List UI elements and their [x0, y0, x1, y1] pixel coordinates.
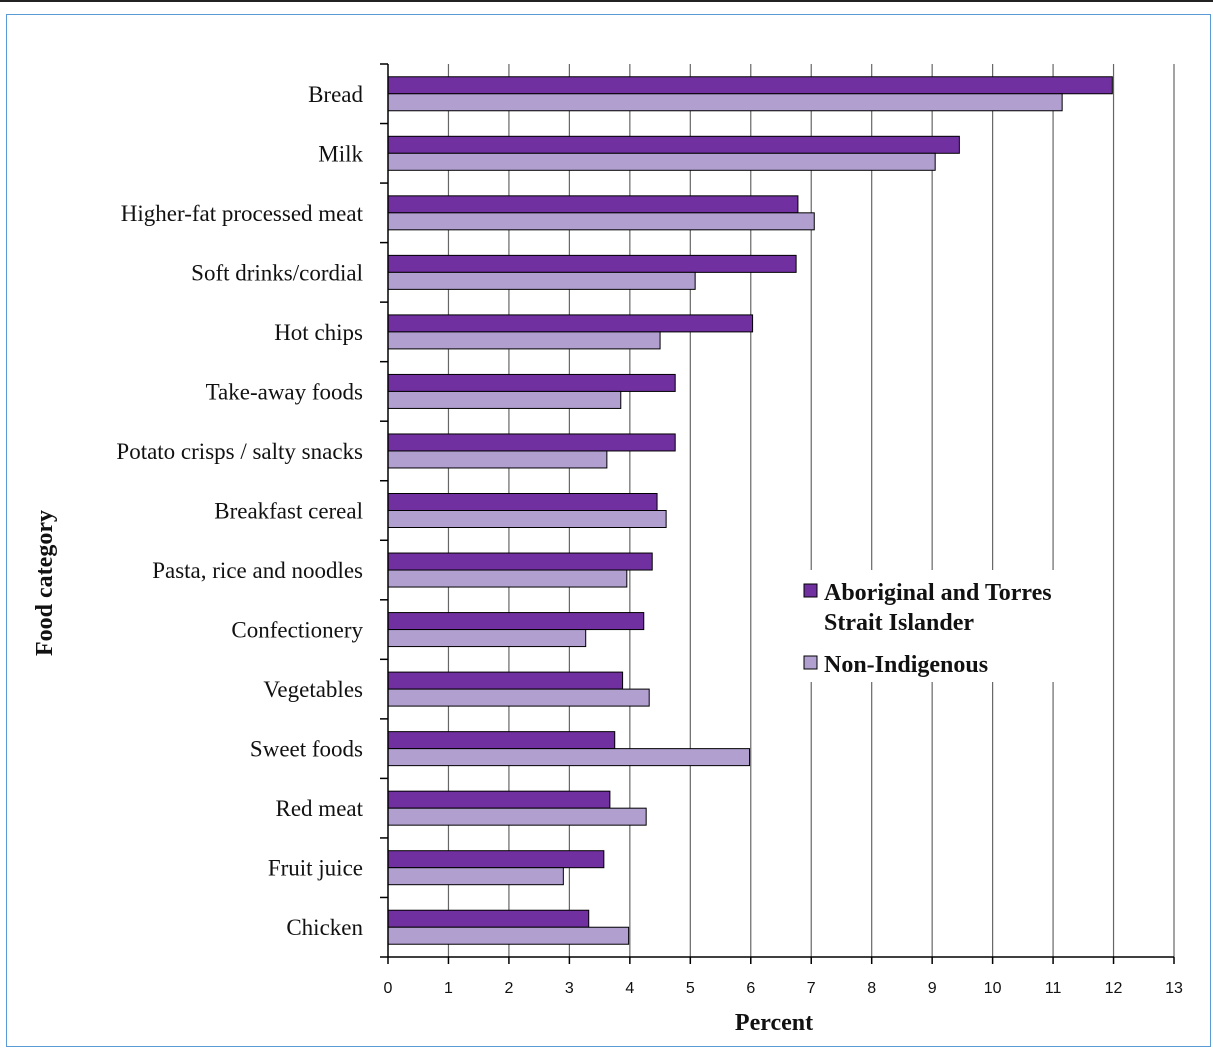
bar-aboriginal — [387, 195, 799, 214]
bar-aboriginal — [387, 314, 754, 333]
x-tick-label: 1 — [444, 980, 453, 997]
bar-aboriginal — [387, 552, 653, 571]
x-tick-label: 12 — [1105, 980, 1123, 997]
x-tick-label: 2 — [504, 980, 513, 997]
category-label: Soft drinks/cordial — [191, 260, 363, 285]
bar-non-indigenous — [387, 629, 587, 648]
legend-label-non-indigenous: Non-Indigenous — [824, 652, 988, 678]
category-labels: Bread Milk Higher-fat processed meat Soft d… — [116, 82, 363, 940]
bars — [387, 76, 1113, 945]
legend-background — [792, 570, 1102, 682]
category-label: Bread — [308, 82, 363, 107]
x-tick-label: 3 — [565, 980, 574, 997]
bar-aboriginal — [387, 850, 605, 869]
bar-non-indigenous — [387, 807, 647, 826]
bar-non-indigenous — [387, 748, 751, 767]
bar-aboriginal — [387, 790, 611, 809]
bar-aboriginal — [387, 671, 624, 690]
bar-non-indigenous — [387, 510, 667, 528]
category-label: Confectionery — [231, 618, 363, 643]
category-label: Red meat — [276, 796, 364, 821]
x-tick-label: 9 — [928, 980, 937, 997]
category-label: Milk — [318, 141, 363, 166]
bar-non-indigenous — [387, 688, 650, 707]
axes — [380, 63, 1175, 964]
legend-label-aboriginal-line1: Aboriginal and Torres — [824, 580, 1052, 606]
category-label: Higher-fat processed meat — [121, 201, 364, 226]
x-tick-label: 10 — [984, 980, 1002, 997]
bar-aboriginal — [387, 76, 1113, 95]
bar-aboriginal — [387, 612, 645, 631]
legend: Aboriginal and Torres Strait Islander No… — [792, 570, 1102, 682]
legend-swatch-aboriginal — [803, 583, 818, 598]
bar-non-indigenous — [387, 152, 936, 171]
x-tick-label: 0 — [384, 980, 393, 997]
top-rule — [0, 0, 1213, 2]
x-axis-title: Percent — [735, 1010, 813, 1036]
bar-non-indigenous — [387, 867, 564, 886]
bar-aboriginal — [387, 135, 960, 154]
bar-aboriginal — [387, 731, 616, 750]
bar-aboriginal — [387, 909, 590, 928]
y-axis-title: Food category — [32, 510, 58, 656]
x-tick-label: 4 — [625, 980, 634, 997]
bar-non-indigenous — [387, 93, 1063, 112]
x-tick-label: 5 — [686, 980, 695, 997]
legend-swatch-non-indigenous — [803, 655, 818, 670]
x-tick-label: 7 — [807, 980, 816, 997]
chart-border — [6, 14, 1211, 1047]
bar-non-indigenous — [387, 271, 696, 290]
category-label: Vegetables — [263, 677, 363, 702]
category-label: Hot chips — [274, 320, 363, 345]
bar-non-indigenous — [387, 450, 608, 469]
x-tick-label: 13 — [1165, 980, 1183, 997]
legend-label-aboriginal-line2: Strait Islander — [824, 610, 974, 636]
bar-non-indigenous — [387, 331, 661, 350]
category-label: Fruit juice — [268, 856, 363, 881]
bar-aboriginal — [387, 254, 797, 273]
bar-non-indigenous — [387, 569, 628, 588]
category-label: Take-away foods — [206, 379, 363, 404]
category-label: Chicken — [286, 915, 363, 940]
bar-aboriginal — [387, 373, 676, 392]
bar-non-indigenous — [387, 212, 815, 231]
x-tick-labels: 0 1 2 3 4 5 6 7 8 9 10 11 12 13 — [384, 980, 1183, 997]
x-tick-label: 8 — [867, 980, 876, 997]
bar-non-indigenous — [387, 926, 630, 945]
bar-aboriginal — [387, 433, 676, 452]
bar-aboriginal — [387, 493, 658, 511]
category-label: Potato crisps / salty snacks — [116, 439, 363, 464]
category-label: Pasta, rice and noodles — [152, 558, 363, 583]
x-tick-label: 11 — [1045, 980, 1062, 997]
category-label: Sweet foods — [250, 737, 363, 762]
bar-non-indigenous — [387, 390, 622, 409]
category-label: Breakfast cereal — [214, 499, 363, 524]
x-tick-label: 6 — [746, 980, 755, 997]
